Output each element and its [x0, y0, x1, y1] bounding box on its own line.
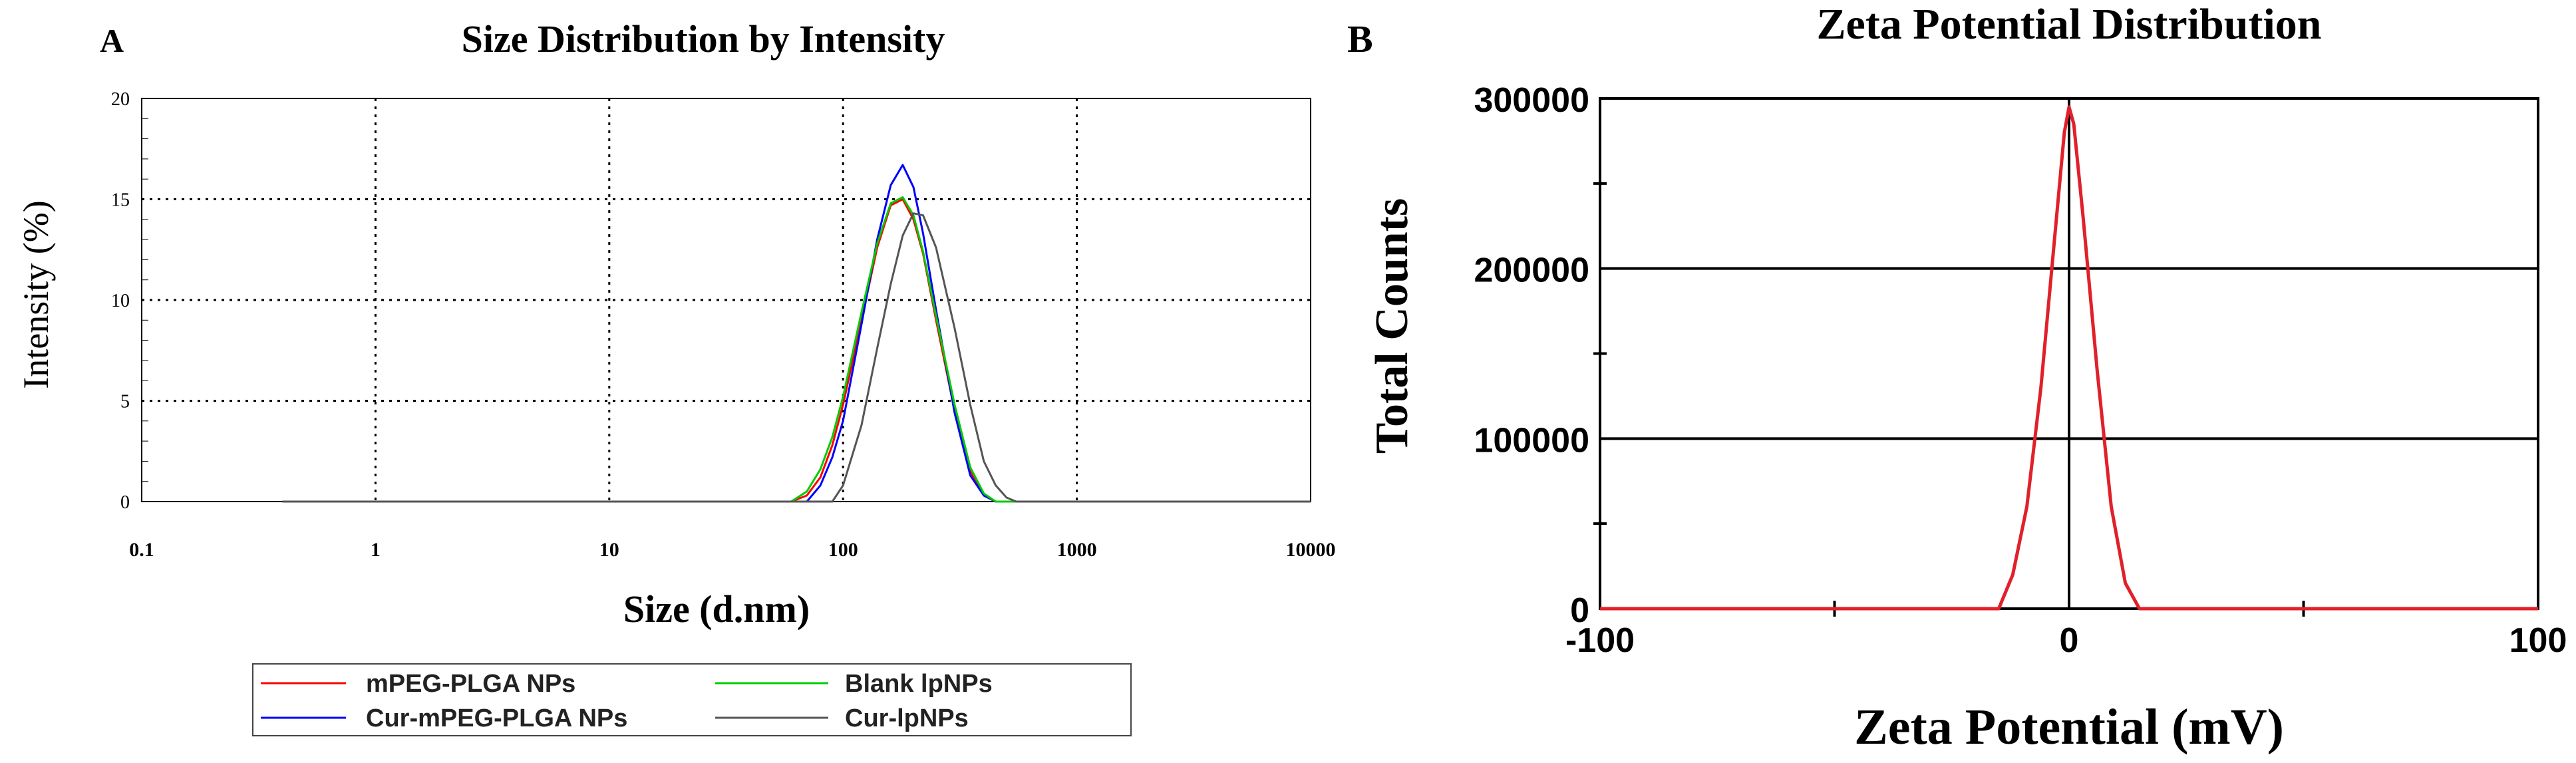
panel-a-series-line [282, 196, 1311, 503]
panel-a-x-tick-label: 1000 [1057, 539, 1097, 561]
panel-b-x-tick-label: 0 [2060, 621, 2079, 660]
panel-a-series-line [282, 164, 1311, 503]
panel-a-x-tick-label: 10 [599, 539, 619, 561]
panel-b-series [1600, 105, 2538, 611]
panel-a-series-line [282, 198, 1311, 503]
panel-b-gridlines [1600, 98, 2538, 609]
panel-a-ylabel: Intensity (%) [16, 200, 56, 388]
panel-b-y-tick-label: 100000 [1474, 421, 1589, 460]
legend-label-blank-lpnps: Blank lpNPs [845, 670, 993, 698]
legend-label-cur-lpnps: Cur-lpNPs [845, 704, 969, 732]
panel-a: A Size Distribution by Intensity 0.1 1 10 1… [16, 17, 1336, 736]
panel-a-x-tick-label: 100 [828, 539, 858, 561]
panel-a-series [282, 164, 1311, 503]
panel-a-y-tick-label: 0 [120, 492, 130, 513]
panel-b-ylabel: Total Counts [1367, 198, 1418, 454]
panel-b-x-tick-label: 100 [2509, 621, 2567, 660]
panel-a-x-tick-label: 0.1 [129, 539, 154, 561]
panel-b: B Zeta Potential Distribution 0 100000 200… [1347, 0, 2567, 755]
panel-b-y-tick-label: 200000 [1474, 251, 1589, 290]
panel-b-xlabel: Zeta Potential (mV) [1854, 699, 2284, 755]
panel-a-x-tick-label: 10000 [1286, 539, 1336, 561]
panel-b-label: B [1347, 17, 1373, 61]
panel-b-y-tick-label: 0 [1570, 591, 1589, 630]
legend-box [252, 663, 1132, 736]
panel-b-x-tick-label: -100 [1565, 621, 1635, 660]
panel-a-y-tick-label: 20 [111, 89, 130, 110]
panel-a-y-tick-label: 10 [111, 291, 130, 311]
panel-a-xlabel: Size (d.nm) [623, 587, 810, 631]
panel-b-title: Zeta Potential Distribution [1817, 0, 2322, 49]
panel-b-series-line [1600, 105, 2538, 611]
panel-a-series-line [282, 212, 1311, 503]
panel-a-axes-ticks: 0.1 1 10 100 1000 10000 0 5 10 15 20 [111, 89, 1336, 561]
panel-a-y-tick-label: 5 [120, 392, 130, 412]
panel-a-y-tick-label: 15 [111, 190, 130, 211]
panel-a-x-tick-label: 1 [371, 539, 381, 561]
panel-a-legend: mPEG-PLGA NPs Cur-mPEG-PLGA NPs Blank lp… [252, 663, 1132, 736]
panel-b-y-tick-label: 300000 [1474, 81, 1589, 120]
legend-label-mpeg-plga: mPEG-PLGA NPs [366, 670, 575, 698]
panel-a-gridlines [142, 98, 1311, 502]
panel-a-title: Size Distribution by Intensity [462, 17, 945, 61]
panel-a-label: A [100, 22, 124, 59]
legend-label-cur-mpeg-plga: Cur-mPEG-PLGA NPs [366, 704, 627, 732]
